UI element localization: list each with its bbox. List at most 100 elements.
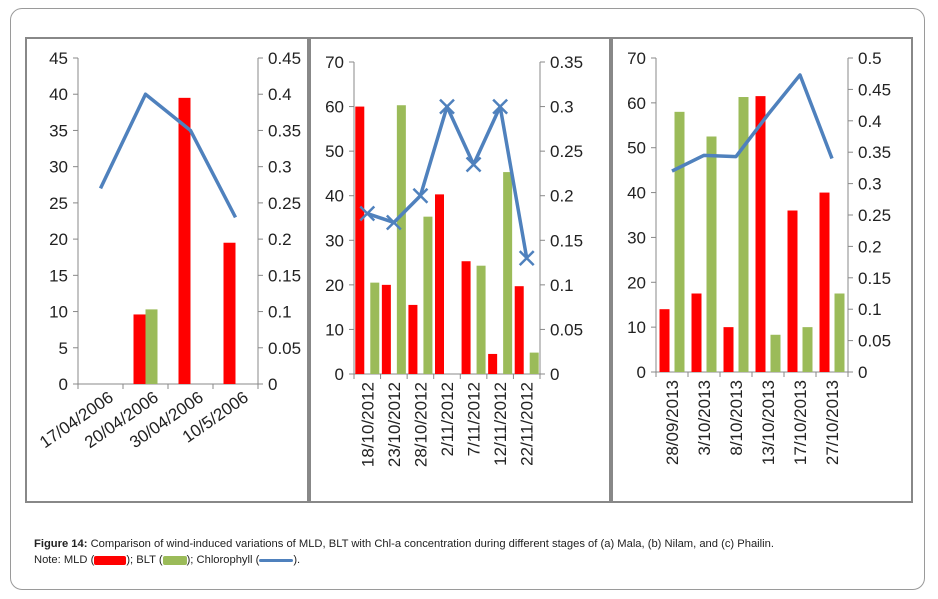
left-tick-label: 10 <box>325 320 344 339</box>
right-tick-label: 0.25 <box>858 206 891 225</box>
chlorophyll-line <box>98 92 238 219</box>
left-tick-label: 0 <box>637 363 646 382</box>
category-label: 8/10/2013 <box>727 380 746 456</box>
note-blt: ); BLT ( <box>126 554 163 566</box>
left-tick-label: 10 <box>49 303 68 322</box>
mld-bar <box>659 309 670 372</box>
caption-line-1: Figure 14: Comparison of wind-induced va… <box>34 536 914 552</box>
left-tick-label: 20 <box>325 276 344 295</box>
mld-bar <box>691 293 702 372</box>
chlorophyll-point <box>385 214 402 231</box>
left-tick-label: 30 <box>49 158 68 177</box>
category-label: 2/11/2012 <box>438 382 457 456</box>
left-tick-label: 0 <box>59 375 68 394</box>
category-label: 3/10/2013 <box>695 380 714 456</box>
left-tick-label: 30 <box>627 228 646 247</box>
mld-bar <box>723 327 734 372</box>
left-tick-label: 70 <box>627 49 646 68</box>
left-tick-label: 20 <box>49 230 68 249</box>
right-tick-label: 0.2 <box>858 237 882 256</box>
right-tick-label: 0 <box>268 375 277 394</box>
mld-legend-swatch <box>94 555 127 565</box>
left-tick-label: 5 <box>59 339 68 358</box>
mld-bar <box>755 96 766 372</box>
mld-bar <box>133 314 146 384</box>
chart-panel-2: 0 10 20 30 40 50 60 70 0 0.05 0.1 0.15 0.2 0.25 0.3 0.3… <box>309 37 611 503</box>
right-tick-label: 0.05 <box>550 320 583 339</box>
figure-charts: 0 5 10 15 20 25 30 35 40 45 0 0.05 0.1 0.15 0.2 0.25 0.3… <box>25 37 913 503</box>
left-tick-label: 45 <box>49 49 68 68</box>
chlorophyll-point <box>518 250 535 266</box>
chlorophyll-point <box>412 187 429 204</box>
blt-bar <box>802 327 813 372</box>
category-label: 13/10/2013 <box>759 380 778 465</box>
left-tick-label: 50 <box>627 139 646 158</box>
blt-bar <box>738 97 749 373</box>
note-end: ). <box>293 554 301 566</box>
category-label: 7/11/2012 <box>465 382 484 456</box>
category-label: 18/10/2012 <box>358 382 377 467</box>
left-tick-label: 50 <box>325 142 344 161</box>
left-tick-label: 40 <box>325 187 344 206</box>
left-tick-label: 60 <box>627 94 646 113</box>
right-tick-label: 0.5 <box>858 49 882 68</box>
blt-bar <box>834 293 845 372</box>
right-tick-label: 0.4 <box>858 112 882 131</box>
left-tick-label: 60 <box>325 98 344 117</box>
right-tick-label: 0.05 <box>268 339 301 358</box>
chlorophyll-point <box>359 205 376 222</box>
right-tick-label: 0.45 <box>268 49 301 68</box>
mld-bar <box>408 304 418 374</box>
mld-bar <box>514 286 524 374</box>
right-tick-label: 0.1 <box>858 300 882 319</box>
chlorophyll-point <box>465 156 482 173</box>
x-marker-stroke <box>359 205 376 222</box>
blt-bar <box>706 136 717 372</box>
right-tick-label: 0.25 <box>550 142 583 161</box>
x-marker-stroke <box>492 98 509 115</box>
right-tick-label: 0.15 <box>858 269 891 288</box>
caption-text: Comparison of wind-induced variations of… <box>87 538 774 550</box>
right-tick-label: 0.45 <box>858 80 891 99</box>
left-tick-label: 10 <box>627 318 646 337</box>
category-label: 22/11/2012 <box>518 382 537 466</box>
blt-legend-swatch <box>162 555 187 565</box>
mld-bar <box>381 284 391 374</box>
left-tick-label: 40 <box>49 85 68 104</box>
right-tick-label: 0 <box>858 363 867 382</box>
chlorophyll-line <box>671 73 834 173</box>
figure-label: Figure 14: <box>34 538 88 550</box>
right-tick-label: 0.35 <box>858 143 891 162</box>
x-marker-stroke <box>412 187 429 204</box>
right-tick-label: 0.2 <box>268 230 292 249</box>
blt-bar <box>423 216 433 374</box>
blt-bar <box>674 111 685 372</box>
chart-panel-1: 0 5 10 15 20 25 30 35 40 45 0 0.05 0.1 0.15 0.2 0.25 0.3… <box>25 37 309 503</box>
mld-bar <box>488 353 498 374</box>
blt-bar <box>476 265 486 374</box>
left-tick-label: 15 <box>49 266 68 285</box>
blt-bar <box>145 309 158 384</box>
x-marker-stroke <box>518 250 535 266</box>
blt-bar <box>529 352 539 374</box>
right-tick-label: 0.1 <box>550 276 574 295</box>
category-label: 17/10/2013 <box>791 380 810 465</box>
caption-line-2: Note: MLD (); BLT (); Chlorophyll (). <box>34 552 914 568</box>
right-tick-label: 0.3 <box>268 158 292 177</box>
right-tick-label: 0.1 <box>268 303 292 322</box>
right-tick-label: 0.25 <box>268 194 301 213</box>
x-marker-stroke <box>465 156 482 173</box>
blt-bar <box>370 282 380 374</box>
chart-panel-3: 0 10 20 30 40 50 60 70 0 0.05 0.1 0.15 0.2 0.25 0.3 0.3… <box>611 37 913 503</box>
category-label: 27/10/2013 <box>823 380 842 465</box>
left-tick-label: 70 <box>325 53 344 72</box>
blt-bar <box>503 172 513 374</box>
left-tick-label: 20 <box>627 273 646 292</box>
left-tick-label: 40 <box>627 184 646 203</box>
blt-bar <box>770 334 781 372</box>
note-chl: ); Chlorophyll ( <box>186 554 260 566</box>
right-tick-label: 0.15 <box>550 231 583 250</box>
right-tick-label: 0.05 <box>858 332 891 351</box>
right-tick-label: 0.35 <box>550 53 583 72</box>
mld-bar <box>355 106 365 375</box>
